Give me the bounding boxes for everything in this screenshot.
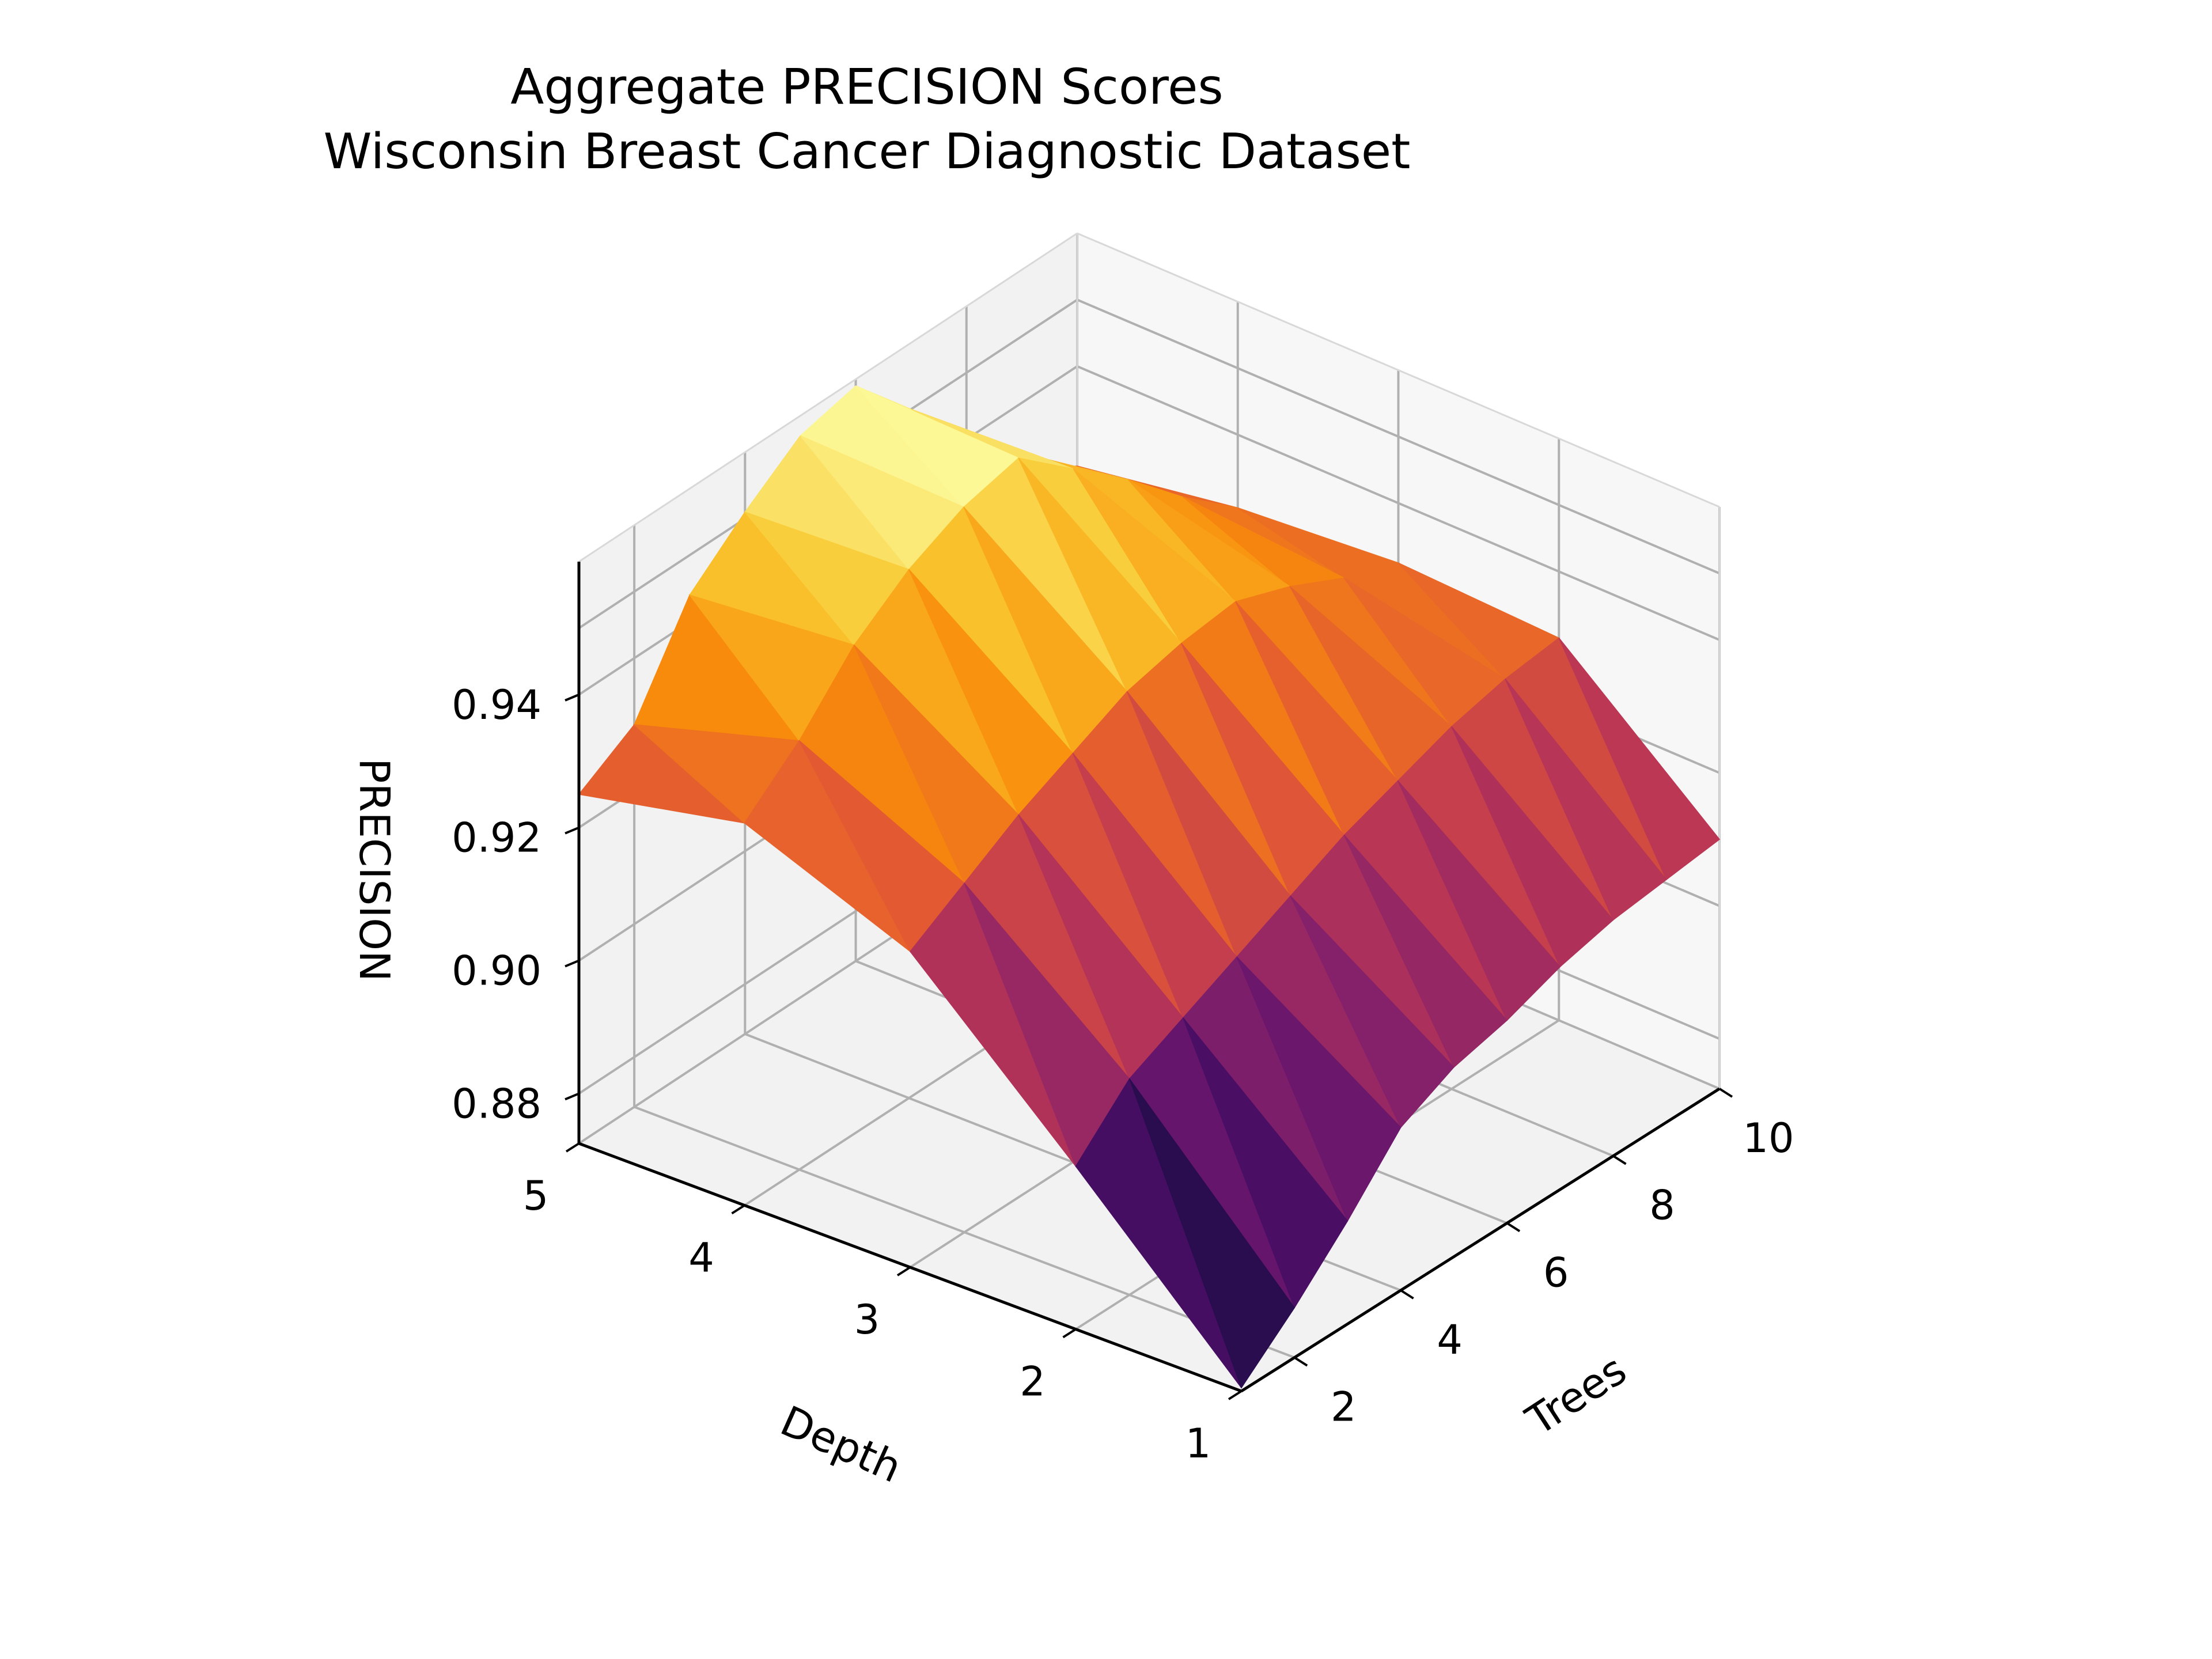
x-tick [1612, 1154, 1627, 1165]
x-tick [1294, 1356, 1308, 1367]
surface-facet [1183, 1017, 1349, 1309]
z-tick-label: 0.92 [452, 815, 541, 862]
x-tick [1506, 1222, 1521, 1233]
surface-facet [1343, 835, 1508, 1068]
z-tick [565, 826, 579, 835]
surface-facet [1451, 726, 1614, 968]
y-tick [731, 1204, 745, 1215]
y-tick [565, 1142, 580, 1153]
surface-facet [1290, 895, 1455, 1128]
y-tick [1062, 1328, 1077, 1339]
z-tick-label: 0.88 [452, 1080, 541, 1127]
surface-facet [1397, 781, 1561, 1021]
y-tick-label: 4 [688, 1234, 714, 1282]
surface-facet [1505, 679, 1667, 921]
x-axis-line [1240, 1087, 1721, 1393]
z-tick [565, 959, 579, 968]
y-tick-label: 3 [854, 1296, 880, 1343]
z-tick-label: 0.94 [452, 681, 541, 729]
z-tick [565, 1092, 579, 1101]
axis-lines [565, 562, 1733, 1400]
chart-title: Aggregate PRECISION Scores [510, 59, 1223, 116]
y-tick-label: 1 [1185, 1420, 1211, 1467]
z-tick [565, 694, 579, 702]
x-tick-label: 10 [1743, 1115, 1794, 1162]
z-axis-label: PRECISION [350, 758, 399, 982]
pane-edge [1077, 232, 1720, 508]
y-tick-label: 5 [523, 1172, 549, 1219]
y-axis-label: Depth [774, 1396, 909, 1492]
x-tick [1400, 1289, 1414, 1300]
x-axis-label: Trees [1517, 1345, 1635, 1445]
x-tick-label: 8 [1649, 1182, 1675, 1229]
y-tick [896, 1266, 911, 1277]
surface-plot [578, 385, 1721, 1389]
x-tick [1718, 1088, 1733, 1098]
x-tick-label: 4 [1437, 1316, 1463, 1363]
z-tick-label: 0.90 [452, 948, 541, 995]
surface-facet [1558, 638, 1721, 881]
surface-facet [1128, 1078, 1296, 1389]
chart-subtitle: Wisconsin Breast Cancer Diagnostic Datas… [323, 123, 1410, 180]
x-tick-label: 6 [1543, 1249, 1569, 1296]
y-tick-label: 2 [1020, 1358, 1046, 1406]
y-tick [1228, 1390, 1243, 1400]
pane-edge [578, 232, 1078, 563]
surface-facet [1236, 956, 1402, 1222]
x-tick-label: 2 [1331, 1384, 1357, 1431]
